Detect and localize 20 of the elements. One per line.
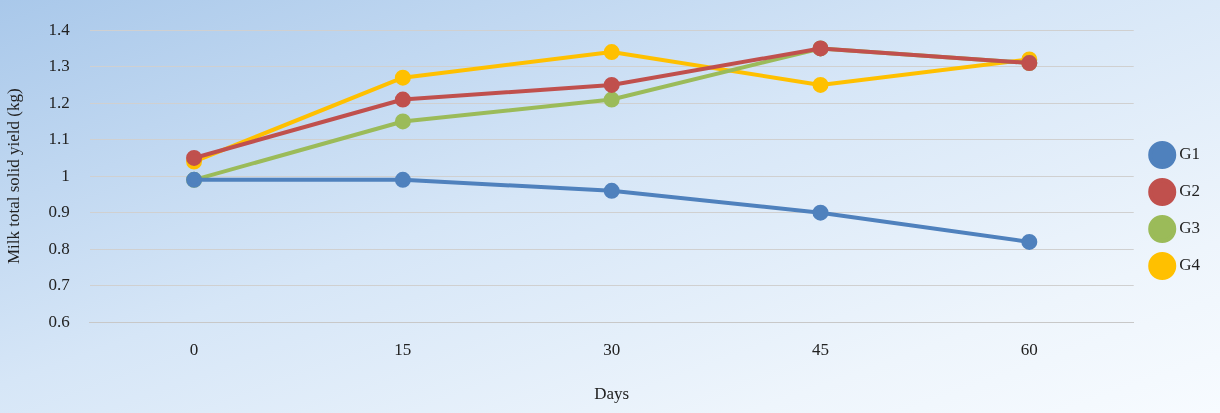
y-tick-label: 1.2 xyxy=(48,92,70,112)
x-tick-label: 0 xyxy=(189,339,199,359)
x-tick-label: 45 xyxy=(812,339,829,359)
y-tick-label: 1.1 xyxy=(48,129,70,149)
y-tick-label: 0.6 xyxy=(48,311,70,331)
legend-label: G4 xyxy=(1179,255,1201,275)
y-tick-label: 1.4 xyxy=(48,19,71,39)
y-axis-title: Milk total solid yield (kg) xyxy=(3,88,23,265)
legend-label: G1 xyxy=(1179,144,1200,164)
x-axis-title: Days xyxy=(594,384,630,404)
y-tick-label: 0.8 xyxy=(48,238,70,258)
x-tick-label: 60 xyxy=(1020,339,1038,359)
x-tick-label: 30 xyxy=(603,339,621,359)
y-tick-label: 0.9 xyxy=(48,202,70,222)
y-tick-label: 1.3 xyxy=(48,56,70,76)
y-tick-label: 0.7 xyxy=(48,275,71,295)
x-tick-label: 15 xyxy=(394,339,412,359)
legend-label: G3 xyxy=(1179,218,1200,238)
legend-label: G2 xyxy=(1179,181,1200,201)
y-tick-label: 1 xyxy=(61,165,70,185)
